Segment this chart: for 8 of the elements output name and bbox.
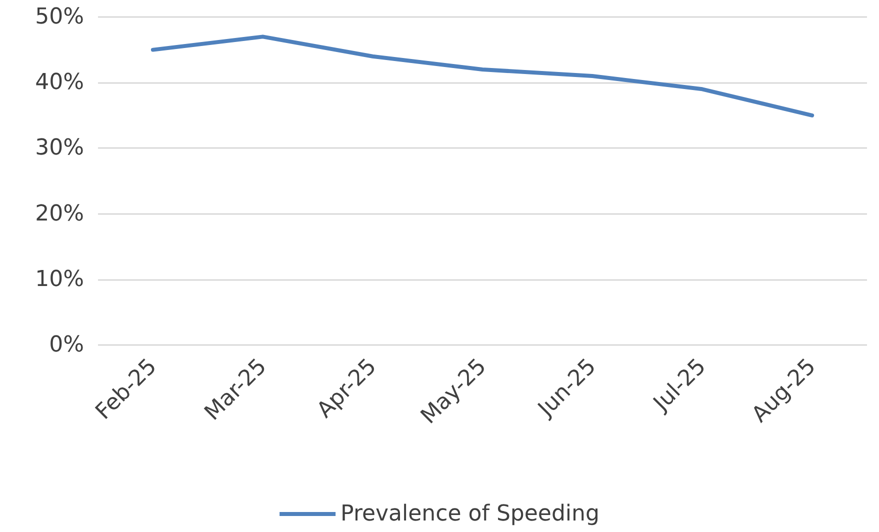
y-tick-label: 0%	[49, 332, 84, 358]
legend-label: Prevalence of Speeding	[340, 502, 600, 526]
line-series	[150, 34, 814, 118]
y-tick-label: 40%	[35, 70, 84, 96]
y-tick-label: 50%	[35, 4, 84, 30]
y-tick-label: 20%	[35, 201, 84, 226]
y-tick-label: 10%	[35, 266, 84, 292]
y-tick-label: 30%	[35, 136, 84, 161]
